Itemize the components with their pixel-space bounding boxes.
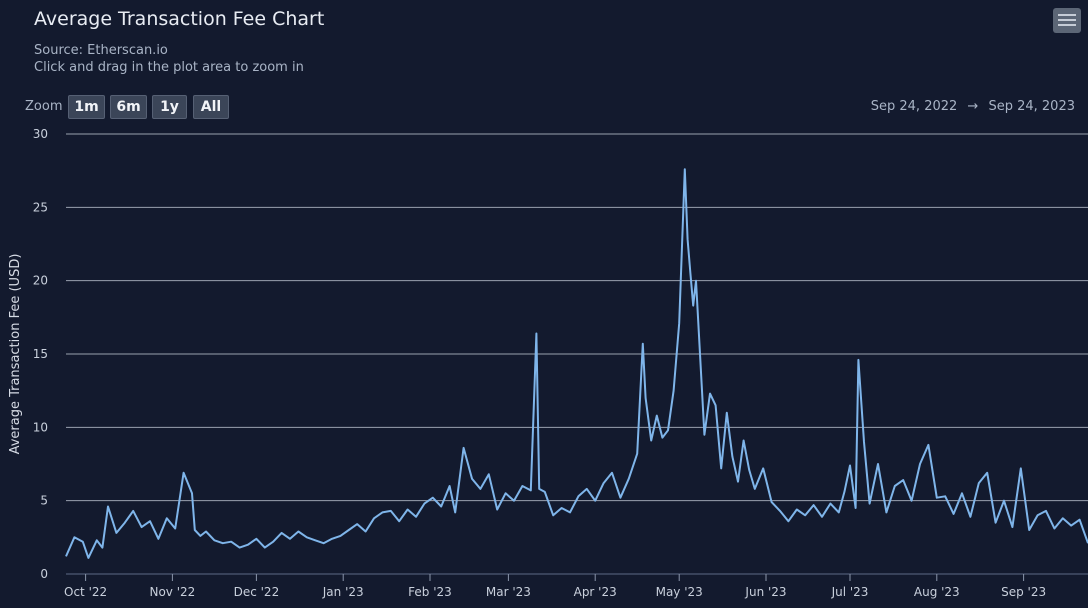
y-tick-label: 30 [33, 127, 48, 141]
zoom-1m-button[interactable]: 1m [68, 95, 105, 119]
range-from[interactable]: Sep 24, 2022 [870, 99, 958, 114]
zoom-label: Zoom [25, 99, 63, 114]
source-label: Source: Etherscan.io [34, 43, 168, 58]
zoom-1y-button[interactable]: 1y [152, 95, 187, 119]
x-tick-label: Aug '23 [914, 585, 960, 599]
y-tick-label: 5 [40, 494, 48, 508]
zoom-all-button[interactable]: All [193, 95, 229, 119]
x-tick-label: Apr '23 [574, 585, 617, 599]
page-title: Average Transaction Fee Chart [34, 8, 325, 30]
series-group [65, 168, 1088, 559]
date-range: Sep 24, 2022 → Sep 24, 2023 [871, 99, 1075, 114]
y-tick-label: 20 [33, 274, 48, 288]
x-tick-label: Nov '22 [149, 585, 195, 599]
x-axis-ticks: Oct '22 Nov '22 Dec '22 Jan '23 Feb '23 Mar '… [64, 574, 1046, 599]
x-tick-label: Dec '22 [234, 585, 280, 599]
zoom-hint: Click and drag in the plot area to zoom … [34, 60, 304, 75]
x-tick-label: Oct '22 [64, 585, 107, 599]
y-tick-label: 10 [33, 420, 48, 434]
zoom-6m-button[interactable]: 6m [110, 95, 147, 119]
x-tick-label: May '23 [656, 585, 703, 599]
hamburger-menu-icon[interactable] [1053, 8, 1081, 33]
y-tick-label: 25 [33, 200, 48, 214]
grid-lines [66, 133, 1088, 575]
y-tick-label: 15 [33, 347, 48, 361]
x-tick-label: Jan '23 [322, 585, 364, 599]
y-axis-label: Average Transaction Fee (USD) [8, 254, 23, 455]
y-tick-label: 0 [40, 567, 48, 581]
x-tick-label: Mar '23 [486, 585, 531, 599]
x-tick-label: Sep '23 [1001, 585, 1046, 599]
x-tick-label: Jul '23 [831, 585, 869, 599]
y-axis-ticks: 0 5 10 15 20 25 30 [33, 127, 48, 581]
x-tick-label: Feb '23 [408, 585, 452, 599]
series-line [65, 168, 1088, 559]
range-to[interactable]: Sep 24, 2023 [988, 99, 1075, 114]
range-arrow: → [967, 99, 979, 114]
x-tick-label: Jun '23 [744, 585, 786, 599]
